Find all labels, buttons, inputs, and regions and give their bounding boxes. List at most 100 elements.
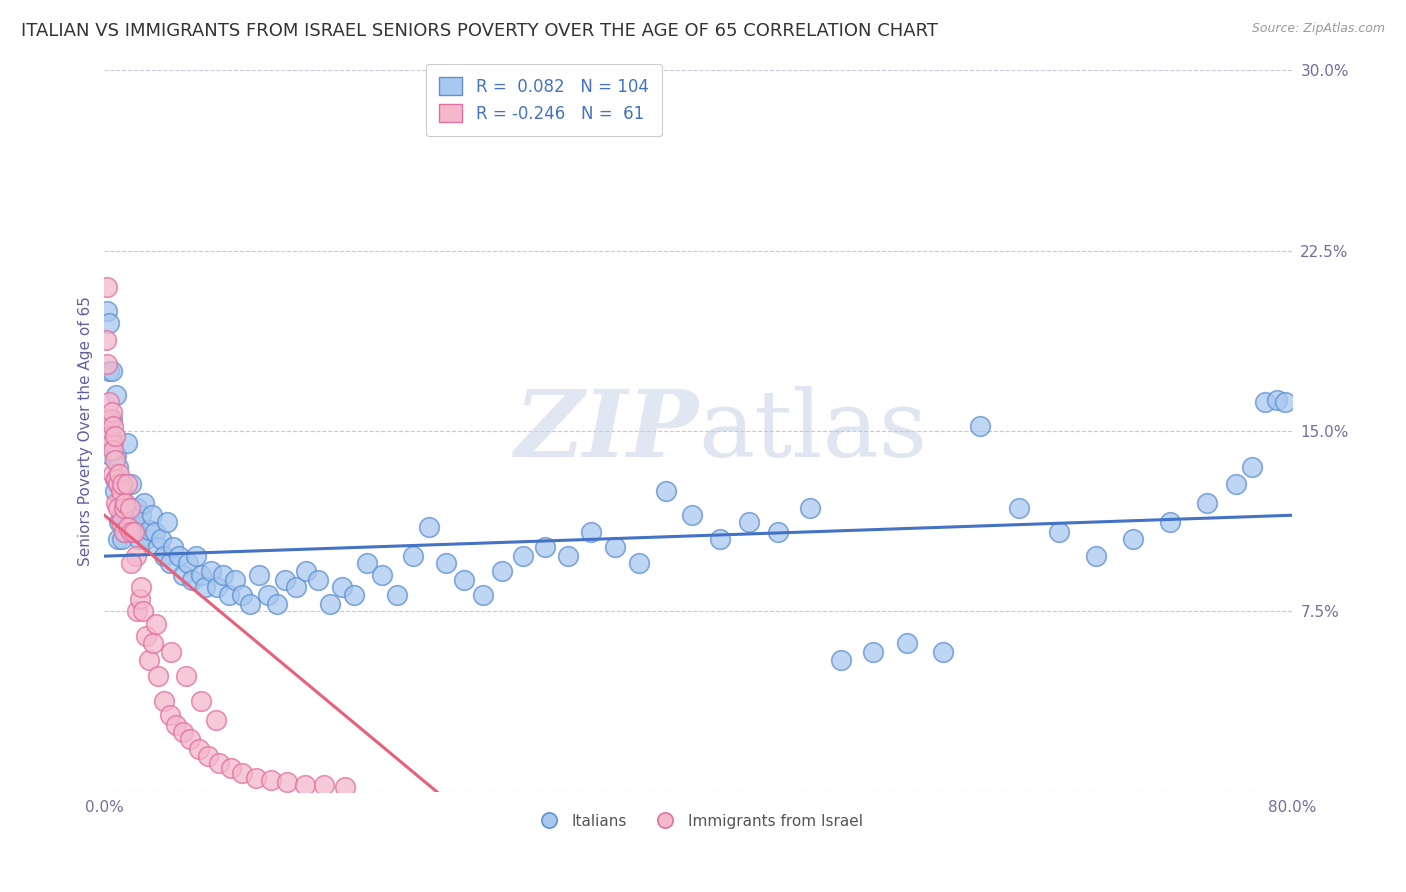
Point (114, 496, 136, 510)
Point (176, 557, 198, 571)
Point (162, 540, 184, 554)
Point (138, 523, 160, 537)
Point (128, 533, 150, 547)
Point (103, 467, 125, 482)
Point (96, 279, 118, 293)
Point (197, 748, 219, 763)
Point (115, 516, 138, 530)
Point (124, 524, 146, 539)
Point (97, 395, 120, 409)
Point (172, 568, 194, 582)
Point (97, 429, 120, 443)
Point (307, 573, 329, 587)
Point (453, 573, 475, 587)
Point (97, 364, 120, 378)
Point (115, 477, 138, 491)
Point (172, 724, 194, 739)
Point (319, 597, 342, 611)
Point (103, 443, 125, 458)
Point (112, 501, 135, 516)
Point (1240, 460, 1263, 475)
Point (330, 581, 353, 595)
Point (117, 520, 139, 534)
Point (266, 597, 288, 611)
Point (103, 419, 125, 434)
Point (581, 524, 603, 539)
Point (294, 778, 316, 792)
Point (135, 628, 157, 642)
Point (1197, 496, 1219, 510)
Point (709, 533, 731, 547)
Point (186, 549, 208, 563)
Point (120, 477, 142, 491)
Point (1159, 516, 1181, 530)
Point (343, 588, 366, 602)
Text: atlas: atlas (699, 386, 928, 476)
Point (179, 731, 201, 746)
Point (799, 501, 821, 516)
Point (104, 484, 127, 499)
Point (114, 524, 136, 539)
Point (190, 693, 212, 707)
Point (737, 516, 759, 530)
Point (117, 501, 139, 516)
Point (110, 484, 132, 499)
Point (101, 405, 124, 419)
Point (402, 549, 425, 563)
Point (98, 412, 121, 426)
Point (1047, 524, 1070, 539)
Text: ZIP: ZIP (515, 386, 699, 476)
Point (862, 645, 884, 659)
Point (114, 501, 136, 516)
Point (259, 772, 281, 787)
Point (120, 557, 142, 571)
Point (105, 496, 128, 510)
Point (284, 581, 307, 595)
Point (108, 477, 131, 491)
Point (932, 645, 955, 659)
Point (1008, 501, 1031, 516)
Point (512, 549, 534, 563)
Point (239, 597, 262, 611)
Point (174, 669, 197, 683)
Point (96, 357, 118, 371)
Point (491, 564, 513, 578)
Point (107, 501, 129, 516)
Point (212, 568, 235, 582)
Point (231, 588, 253, 602)
Point (142, 636, 165, 650)
Point (143, 524, 166, 539)
Point (146, 540, 169, 554)
Point (121, 508, 143, 523)
Point (256, 588, 278, 602)
Point (145, 616, 167, 631)
Point (165, 717, 187, 731)
Point (204, 713, 226, 727)
Point (146, 669, 169, 683)
Point (107, 460, 129, 475)
Point (111, 533, 134, 547)
Point (101, 412, 124, 426)
Point (98, 448, 121, 462)
Point (98, 429, 121, 443)
Point (94, 333, 117, 347)
Point (1122, 533, 1144, 547)
Point (135, 533, 157, 547)
Point (110, 516, 132, 530)
Point (159, 708, 181, 723)
Point (627, 557, 650, 571)
Point (200, 564, 222, 578)
Point (534, 540, 557, 554)
Point (112, 524, 135, 539)
Point (122, 516, 145, 530)
Point (1265, 392, 1288, 407)
Point (768, 524, 790, 539)
Point (181, 573, 204, 587)
Point (111, 508, 134, 523)
Point (247, 568, 270, 582)
Point (138, 652, 160, 666)
Point (681, 508, 703, 523)
Text: Source: ZipAtlas.com: Source: ZipAtlas.com (1251, 22, 1385, 36)
Point (557, 549, 579, 563)
Point (149, 533, 172, 547)
